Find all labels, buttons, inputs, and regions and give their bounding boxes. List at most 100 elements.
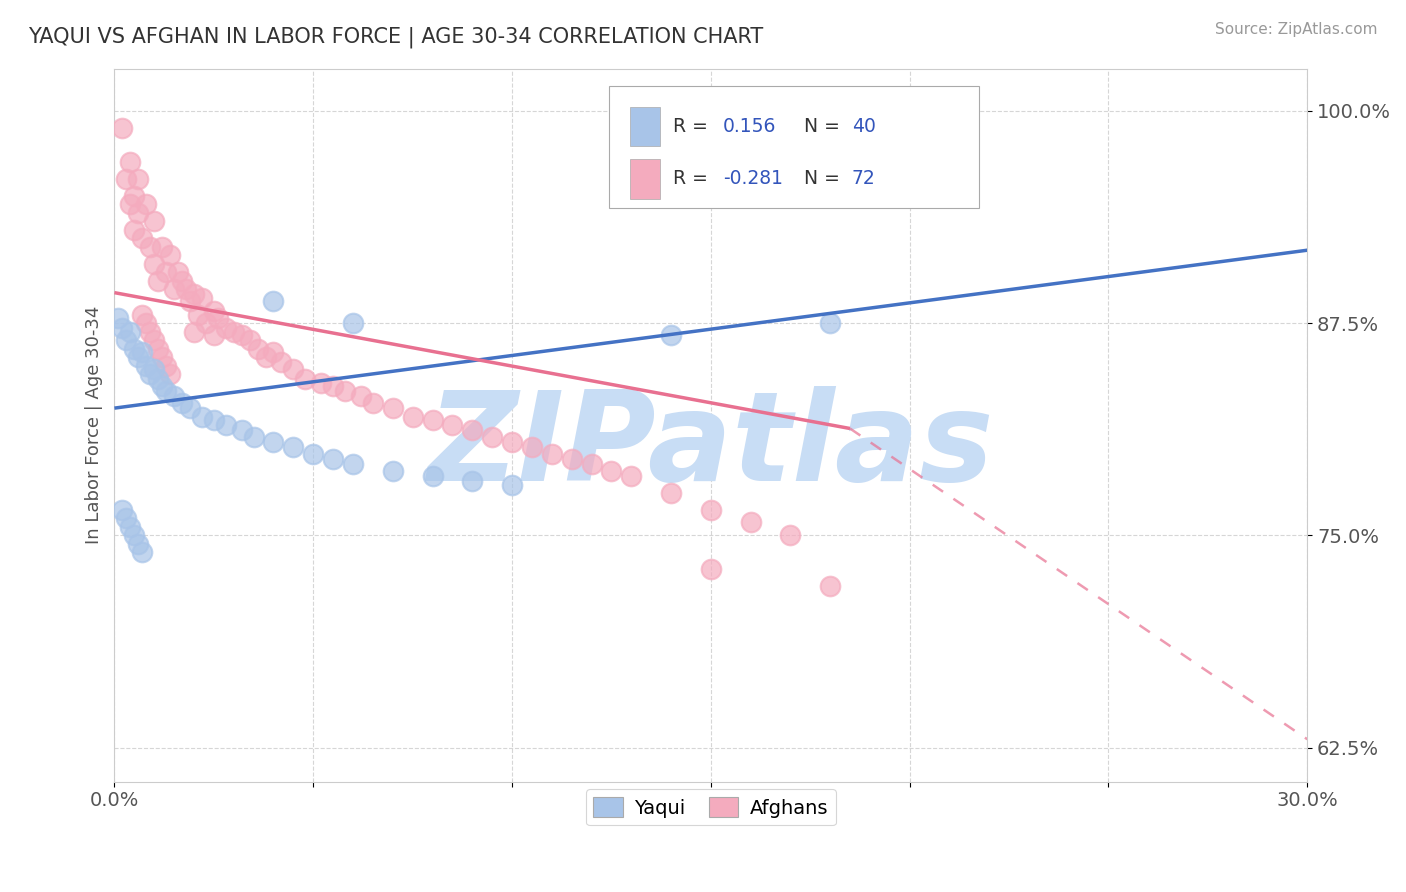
Point [283,440,305,454]
Text: N =: N = [804,117,846,136]
Point [131,545,153,559]
Point [135,359,157,373]
Point [183,287,205,301]
Point [202,304,225,318]
Text: ZIPatlas: ZIPatlas [427,386,994,507]
Point [350,389,373,403]
Point [302,447,325,461]
Point [740,515,762,529]
Point [120,197,142,211]
Point [207,311,229,326]
Point [262,345,284,359]
Point [194,316,217,330]
Point [700,503,723,517]
Point [818,316,841,330]
Point [322,379,344,393]
Point [174,282,197,296]
Point [163,282,186,296]
Point [322,452,344,467]
Point [246,342,269,356]
Text: R =: R = [672,169,714,188]
Point [262,435,284,450]
Point [222,325,245,339]
Point [422,469,444,483]
Point [135,316,157,330]
Point [127,537,149,551]
Point [242,430,264,444]
Point [254,350,277,364]
Point [381,401,404,416]
Text: R =: R = [672,117,714,136]
Point [202,413,225,427]
Point [150,379,173,393]
Point [441,418,464,433]
Point [143,362,166,376]
Point [540,447,562,461]
Point [659,486,682,500]
Point [115,172,138,186]
Text: N =: N = [804,169,846,188]
Point [179,401,201,416]
Point [187,308,209,322]
Point [461,423,484,437]
Point [381,464,404,478]
Point [659,328,682,343]
Point [124,189,146,203]
Point [139,325,162,339]
Text: YAQUI VS AFGHAN IN LABOR FORCE | AGE 30-34 CORRELATION CHART: YAQUI VS AFGHAN IN LABOR FORCE | AGE 30-… [28,27,763,48]
Point [167,265,190,279]
Point [120,155,142,169]
Point [581,457,603,471]
Point [620,469,643,483]
Point [342,316,364,330]
Point [146,372,169,386]
Point [139,240,162,254]
Point [131,308,153,322]
Point [342,457,364,471]
Point [127,172,149,186]
Text: Source: ZipAtlas.com: Source: ZipAtlas.com [1215,22,1378,37]
Point [124,342,146,356]
Point [107,311,129,326]
Point [501,435,523,450]
Text: 72: 72 [852,169,876,188]
Point [146,274,169,288]
Point [202,328,225,343]
Point [361,396,384,410]
FancyBboxPatch shape [630,160,659,199]
Point [143,257,166,271]
Point [191,291,214,305]
Point [231,328,253,343]
Y-axis label: In Labor Force | Age 30-34: In Labor Force | Age 30-34 [86,306,103,544]
Point [155,384,177,399]
Point [401,409,423,424]
Point [779,528,801,542]
Point [270,355,292,369]
Point [501,477,523,491]
Point [294,372,316,386]
Text: 0.156: 0.156 [723,117,776,136]
Point [231,423,253,437]
Point [179,294,201,309]
Point [183,325,205,339]
FancyBboxPatch shape [609,87,979,208]
Point [127,350,149,364]
Point [818,579,841,593]
Point [520,440,543,454]
Point [461,474,484,488]
Point [422,413,444,427]
Point [139,367,162,381]
Point [283,362,305,376]
Legend: Yaqui, Afghans: Yaqui, Afghans [586,789,837,825]
Point [124,223,146,237]
Point [115,511,138,525]
Point [143,214,166,228]
Point [120,520,142,534]
Point [111,503,134,517]
Point [159,248,181,262]
Point [146,342,169,356]
Point [131,231,153,245]
Point [700,562,723,576]
Point [155,359,177,373]
Point [215,418,238,433]
